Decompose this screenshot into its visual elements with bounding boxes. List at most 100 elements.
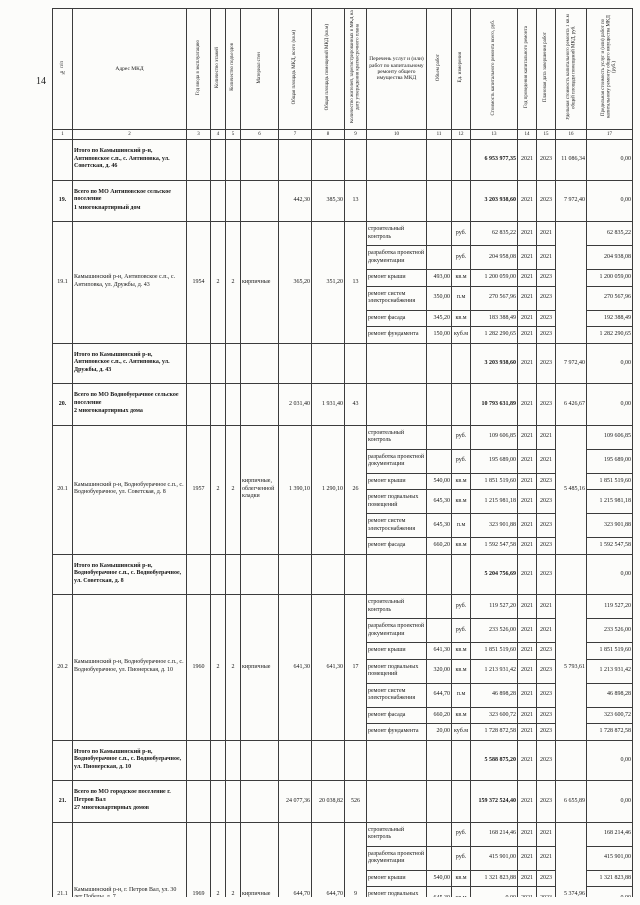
cell-entrances bbox=[225, 553, 241, 595]
cell-cost: 323 901,88 bbox=[470, 513, 518, 538]
cell-cost: 119 527,20 bbox=[470, 594, 518, 619]
cell-volume: 660,20 bbox=[426, 706, 452, 724]
cell-walls: кирпичные bbox=[240, 594, 279, 741]
cell-plan-date: 2023 bbox=[536, 869, 556, 887]
cell-repair-year: 2021 bbox=[517, 706, 537, 724]
cell-built-year: 1957 bbox=[186, 424, 211, 555]
cell-volume bbox=[426, 845, 452, 871]
column-header-8: Общая площадь помещений МКД (кв.м) bbox=[311, 8, 345, 130]
cell-unit: руб. bbox=[451, 845, 471, 871]
cell-limit-cost: 415 901,00 bbox=[586, 845, 633, 871]
cell-volume bbox=[426, 221, 452, 246]
cell-works: ремонт фундамента bbox=[366, 723, 427, 741]
cell-plan-date: 2023 bbox=[536, 179, 556, 222]
cell-limit-cost: 1 282 290,65 bbox=[586, 326, 633, 344]
cell-limit-cost: 0,00 bbox=[586, 179, 633, 222]
cell-total-area bbox=[278, 553, 312, 595]
cell-repair-year: 2021 bbox=[517, 594, 537, 619]
cell-plan-date: 2023 bbox=[536, 886, 556, 897]
cell-unit-cost: 7 972,40 bbox=[555, 179, 587, 222]
cell-volume bbox=[426, 821, 452, 847]
cell-unit-cost bbox=[555, 739, 587, 781]
cell-cost: 62 835,22 bbox=[470, 221, 518, 246]
cell-repair-year: 2021 bbox=[517, 845, 537, 871]
cell-built-year bbox=[186, 179, 211, 222]
cell-repair-year: 2021 bbox=[517, 472, 537, 490]
cell-cost: 6 953 977,35 bbox=[470, 139, 518, 181]
cell-unit-cost: 5 374,96 bbox=[555, 821, 587, 897]
cell-premises-area bbox=[311, 342, 345, 384]
cell-entrances: 2 bbox=[225, 594, 241, 741]
summary-row: Итого по Камышинский р-н, Воднобуерачное… bbox=[52, 553, 633, 595]
cell-cost: 195 689,00 bbox=[470, 448, 518, 474]
cell-address: Всего по МО Воднобуерачное сельское посе… bbox=[72, 383, 187, 426]
cell-volume bbox=[426, 245, 452, 270]
cell-plan-date: 2023 bbox=[536, 642, 556, 660]
cell-walls bbox=[240, 342, 279, 384]
cell-premises-area: 1 931,40 bbox=[311, 383, 345, 426]
house-work-row: ремонт фасада 345,20 кв.м 183 388,49 2021 202… bbox=[53, 309, 633, 327]
cell-cost: 270 567,96 bbox=[470, 285, 518, 311]
cell-plan-date: 2023 bbox=[536, 723, 556, 741]
column-header-16: Удельная стоимость капитального ремонта … bbox=[555, 8, 587, 130]
cell-walls: кирпичные bbox=[240, 221, 279, 344]
column-number-row: 1 2 3 4 5 6 7 8 9 10 11 12 13 14 15 16 17 bbox=[52, 129, 633, 140]
column-header-1: № п/п bbox=[52, 8, 73, 130]
cell-repair-year: 2021 bbox=[517, 139, 537, 181]
column-header-13: Стоимость капитального ремонта всего, ру… bbox=[470, 8, 518, 130]
cell-unit: кв.м bbox=[451, 658, 471, 684]
cell-residents bbox=[344, 739, 367, 781]
cell-address: Камышинский р-н, г. Петров Вал, ул. 30 л… bbox=[72, 821, 187, 897]
cell-address: Итого по Камышинский р-н, Воднобуерачное… bbox=[72, 553, 187, 595]
cell-row-number: 19. bbox=[52, 179, 73, 222]
cell-row-number: 20. bbox=[52, 383, 73, 426]
cell-walls: кирпичные bbox=[240, 821, 279, 897]
header-row: № п/п Адрес МКД Год ввода в эксплуатацию Ко… bbox=[52, 8, 633, 130]
cell-total-area: 641,30 bbox=[278, 594, 312, 741]
cell-works: разработка проектной документации bbox=[366, 845, 427, 871]
cell-entrances: 2 bbox=[225, 424, 241, 555]
cell-cost: 415 901,00 bbox=[470, 845, 518, 871]
cell-unit: кв.м bbox=[451, 537, 471, 555]
summary-row: 19. Всего по МО Антиповское сельское посе… bbox=[52, 179, 633, 222]
cell-limit-cost: 1 321 823,88 bbox=[586, 869, 633, 887]
cell-unit: кв.м bbox=[451, 309, 471, 327]
cell-floors bbox=[210, 342, 226, 384]
cell-volume: 540,00 bbox=[426, 869, 452, 887]
house-work-row: ремонт фундамента 150,00 куб.м 1 282 290,65… bbox=[53, 326, 633, 344]
cell-row-number: 21. bbox=[52, 780, 73, 823]
cell-volume bbox=[426, 139, 452, 181]
cell-unit: руб. bbox=[451, 821, 471, 847]
cell-built-year bbox=[186, 139, 211, 181]
house-work-row: ремонт подвальных помещений645,30кв.м0,0… bbox=[53, 886, 633, 897]
cell-volume: 20,00 bbox=[426, 723, 452, 741]
cell-works bbox=[366, 383, 427, 426]
cell-volume bbox=[426, 448, 452, 474]
cell-unit: кв.м bbox=[451, 869, 471, 887]
cell-plan-date: 2021 bbox=[536, 821, 556, 847]
column-number: 6 bbox=[240, 129, 279, 140]
cell-limit-cost: 195 689,00 bbox=[586, 448, 633, 474]
cell-unit-cost bbox=[555, 221, 587, 344]
cell-limit-cost: 0,00 bbox=[586, 780, 633, 823]
cell-volume: 320,00 bbox=[426, 658, 452, 684]
column-header-14: Год проведения капитального ремонта bbox=[517, 8, 537, 130]
cell-floors: 2 bbox=[210, 821, 226, 897]
column-number: 11 bbox=[426, 129, 452, 140]
cell-volume: 493,00 bbox=[426, 269, 452, 287]
cell-repair-year: 2021 bbox=[517, 383, 537, 426]
cell-plan-date: 2023 bbox=[536, 139, 556, 181]
cell-entrances bbox=[225, 342, 241, 384]
cell-residents: 13 bbox=[344, 221, 367, 344]
capital-repair-table-wrap: № п/п Адрес МКД Год ввода в эксплуатацию Ко… bbox=[52, 8, 634, 897]
cell-cost: 5 204 756,69 bbox=[470, 553, 518, 595]
cell-plan-date: 2021 bbox=[536, 618, 556, 643]
cell-floors: 2 bbox=[210, 221, 226, 344]
column-number: 14 bbox=[517, 129, 537, 140]
house-work-row: разработка проектной документации руб. 415… bbox=[53, 845, 633, 871]
house-work-row: разработка проектной документации руб. 195… bbox=[53, 448, 633, 474]
cell-entrances: 2 bbox=[225, 221, 241, 344]
cell-premises-area: 641,30 bbox=[311, 594, 345, 741]
cell-plan-date: 2021 bbox=[536, 448, 556, 474]
